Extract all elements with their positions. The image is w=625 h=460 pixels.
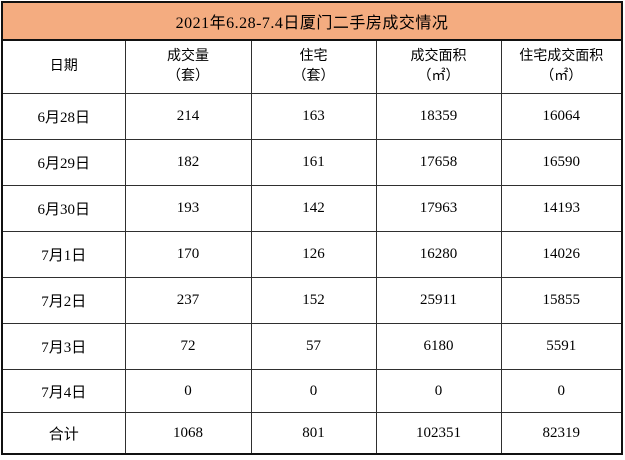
col-header-residential-label: 住宅: [299, 48, 328, 64]
col-header-volume-label: 成交量: [167, 48, 209, 64]
col-header-date-label: 日期: [49, 58, 78, 74]
area-cell: 0: [375, 369, 502, 413]
residential-cell: 126: [250, 231, 377, 278]
total-area-cell: 102351: [375, 412, 502, 455]
residential-cell: 152: [250, 277, 377, 324]
date-cell: 7月1日: [1, 231, 126, 278]
residential-cell: 163: [250, 93, 377, 140]
col-header-area-unit: （㎡）: [417, 69, 460, 84]
row-total: 合计 1068 801 102351 82319: [1, 412, 623, 455]
residential-area-cell: 14026: [500, 231, 623, 278]
residential-area-cell: 14193: [500, 185, 623, 232]
row-jun30: 6月30日 193 142 17963 14193: [1, 185, 623, 232]
date-cell: 7月3日: [1, 323, 126, 370]
residential-area-cell: 16064: [500, 93, 623, 140]
row-jul3: 7月3日 72 57 6180 5591: [1, 323, 623, 370]
area-cell: 6180: [375, 323, 502, 370]
area-cell: 17658: [375, 139, 502, 186]
total-volume-cell: 1068: [124, 412, 252, 455]
date-cell: 7月4日: [1, 369, 126, 413]
residential-area-cell: 0: [500, 369, 623, 413]
date-cell: 6月30日: [1, 185, 126, 232]
residential-area-cell: 15855: [500, 277, 623, 324]
total-label-cell: 合计: [1, 412, 126, 455]
row-jun28: 6月28日 214 163 18359 16064: [1, 93, 623, 140]
col-header-residential-unit: （套）: [292, 69, 335, 84]
total-residential-cell: 801: [250, 412, 377, 455]
volume-cell: 237: [124, 277, 252, 324]
area-cell: 25911: [375, 277, 502, 324]
residential-cell: 0: [250, 369, 377, 413]
date-cell: 6月29日: [1, 139, 126, 186]
row-jun29: 6月29日 182 161 17658 16590: [1, 139, 623, 186]
volume-cell: 0: [124, 369, 252, 413]
residential-cell: 57: [250, 323, 377, 370]
total-residential-area-cell: 82319: [500, 412, 623, 455]
volume-cell: 182: [124, 139, 252, 186]
col-header-area: 成交面积 （㎡）: [375, 39, 502, 94]
residential-area-cell: 5591: [500, 323, 623, 370]
area-cell: 17963: [375, 185, 502, 232]
col-header-residential: 住宅 （套）: [250, 39, 377, 94]
date-cell: 6月28日: [1, 93, 126, 140]
volume-cell: 170: [124, 231, 252, 278]
col-header-volume: 成交量 （套）: [124, 39, 252, 94]
col-header-residential-area: 住宅成交面积 （㎡）: [500, 39, 623, 94]
area-cell: 18359: [375, 93, 502, 140]
volume-cell: 214: [124, 93, 252, 140]
row-jul4: 7月4日 0 0 0 0: [1, 369, 623, 413]
col-header-volume-unit: （套）: [167, 69, 209, 84]
residential-area-cell: 16590: [500, 139, 623, 186]
residential-cell: 161: [250, 139, 377, 186]
col-header-residential-area-unit: （㎡）: [540, 69, 583, 84]
table-title: 2021年6.28-7.4日厦门二手房成交情况: [1, 1, 623, 41]
title-row: 2021年6.28-7.4日厦门二手房成交情况: [1, 1, 623, 41]
column-header-row: 日期 成交量 （套） 住宅 （套） 成交面积 （㎡） 住宅成交面积 （㎡）: [1, 39, 623, 94]
volume-cell: 72: [124, 323, 252, 370]
area-cell: 16280: [375, 231, 502, 278]
col-header-residential-area-label: 住宅成交面积: [519, 48, 604, 64]
residential-cell: 142: [250, 185, 377, 232]
date-cell: 7月2日: [1, 277, 126, 324]
col-header-area-label: 成交面积: [410, 48, 467, 64]
row-jul1: 7月1日 170 126 16280 14026: [1, 231, 623, 278]
volume-cell: 193: [124, 185, 252, 232]
col-header-date: 日期: [1, 39, 126, 94]
row-jul2: 7月2日 237 152 25911 15855: [1, 277, 623, 324]
